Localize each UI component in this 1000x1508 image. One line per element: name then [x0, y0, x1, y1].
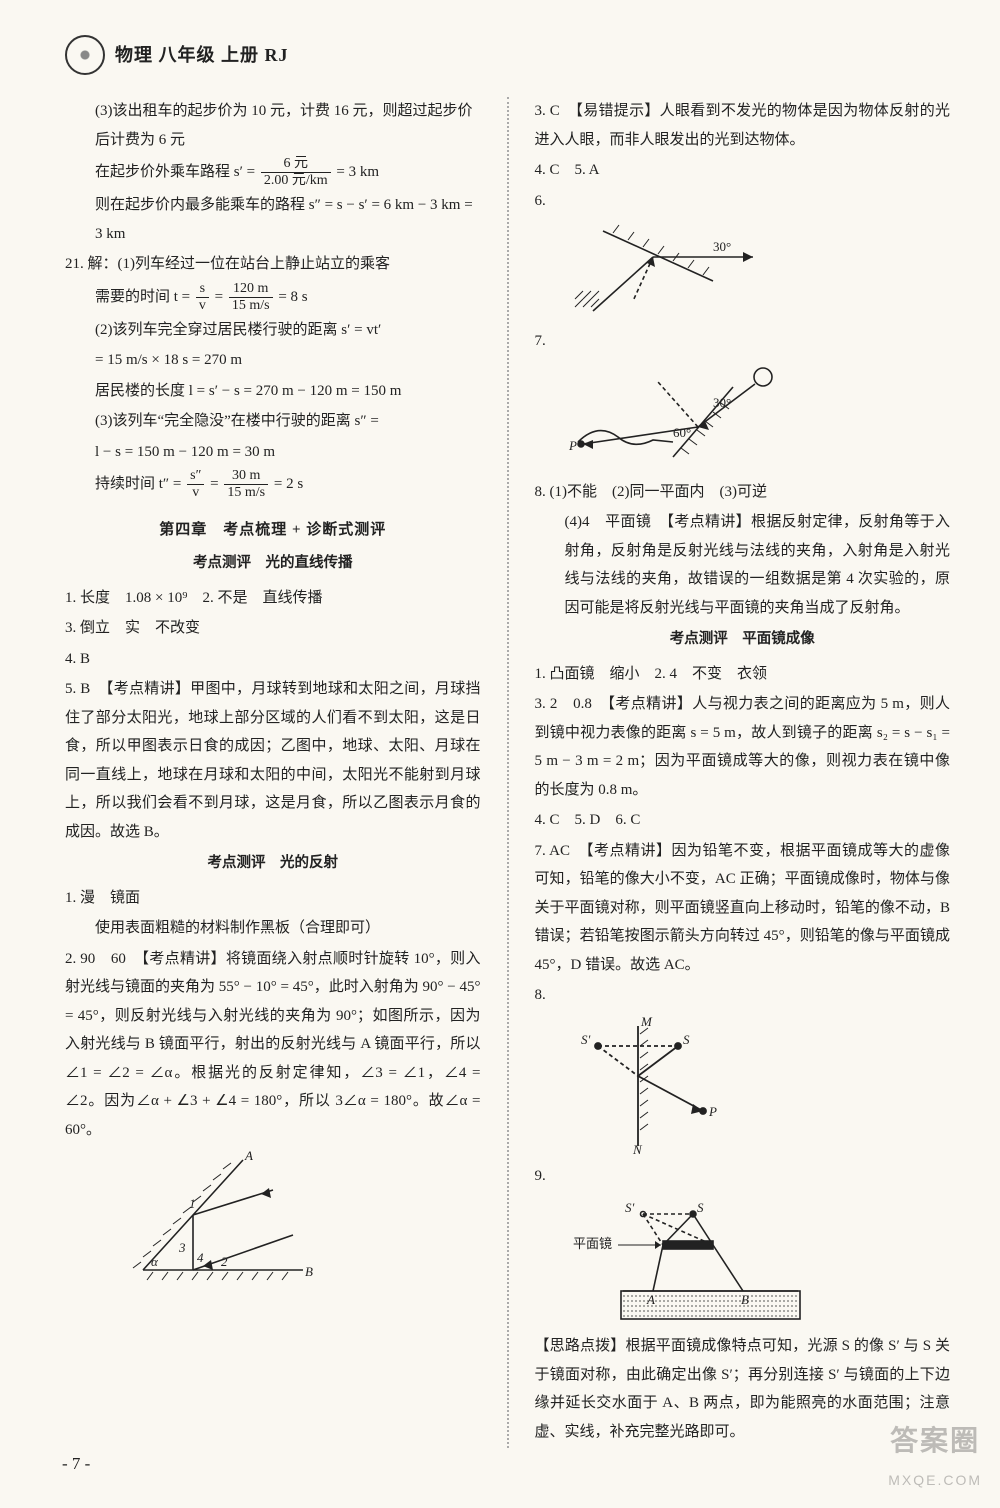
txt: = 8 s — [278, 289, 307, 305]
watermark: 答案圈 MXQE.COM — [888, 1414, 982, 1494]
figure-mirrors-AB: A B 1 3 4 2 α — [93, 1150, 481, 1290]
r-q8b: (4)4 平面镜 【考点精讲】根据反射定律，反射角等于入射角，反射角是反射光线与… — [535, 508, 951, 622]
label-B: B — [305, 1264, 313, 1279]
frac-bot: 15 m/s — [224, 485, 268, 501]
angle-30: 30° — [713, 239, 731, 254]
label-S: S — [697, 1200, 704, 1215]
frac-top: 30 m — [224, 468, 268, 485]
watermark-en: MXQE.COM — [888, 1467, 982, 1494]
label-mirror: 平面镜 — [573, 1236, 612, 1251]
figure-9: S S′ A B 平面镜 — [563, 1196, 951, 1326]
diagram-icon: 30° — [563, 221, 763, 321]
fraction: 30 m 15 m/s — [224, 468, 268, 501]
txt: = 3 km — [336, 164, 379, 180]
diagram-icon: S S′ A B 平面镜 — [563, 1196, 813, 1326]
fraction: 6 元 2.00 元/km — [261, 156, 331, 189]
frac-top: s″ — [187, 468, 204, 485]
label-Sp: S′ — [581, 1032, 591, 1047]
page-number: - 7 - — [62, 1448, 90, 1480]
chapter4-sub2: 考点测评 光的反射 — [65, 850, 481, 878]
txt: 在起步价外乘车路程 s′ = — [95, 164, 259, 180]
label-A: A — [244, 1150, 253, 1163]
r-m9: 9. — [535, 1162, 951, 1191]
frac-top: 120 m — [229, 281, 273, 298]
p21-3c: 持续时间 t″ = s″ v = 30 m 15 m/s = 2 s — [65, 468, 481, 501]
l-r1a: 1. 漫 镜面 — [65, 884, 481, 913]
frac-bot: v — [196, 298, 209, 314]
txt: 需要的时间 t = — [95, 289, 194, 305]
figure-8: M N S S′ P — [563, 1016, 951, 1156]
r-q45: 4. C 5. A — [535, 156, 951, 185]
txt: = 2 s — [274, 476, 303, 492]
r-q7: 7. — [535, 327, 951, 356]
p20-3b: 在起步价外乘车路程 s′ = 6 元 2.00 元/km = 3 km — [65, 156, 481, 189]
label-Sp: S′ — [625, 1200, 635, 1215]
l-q5: 5. B 【考点精讲】甲图中，月球转到地球和太阳之间，月球挡住了部分太阳光，地球… — [65, 675, 481, 846]
angle-1: 1 — [189, 1196, 196, 1211]
p20-3c: 则在起步价内最多能乘车的路程 s″ = s − s′ = 6 km − 3 km… — [65, 191, 481, 248]
diagram-icon: A B 1 3 4 2 α — [93, 1150, 313, 1290]
p21-3a: (3)该列车“完全隐没”在楼中行驶的距离 s″ = — [65, 407, 481, 436]
diagram-icon: 30° 60° P — [563, 362, 793, 472]
frac-top: s — [196, 281, 209, 298]
figure-6: 30° — [563, 221, 951, 321]
chapter4-title: 第四章 考点梳理 + 诊断式测评 — [65, 516, 481, 545]
header-title: 物理 八年级 上册 RJ — [115, 38, 289, 72]
label-A: A — [646, 1292, 655, 1307]
r-m1: 1. 凸面镜 缩小 2. 4 不变 衣领 — [535, 660, 951, 689]
p21-2c: 居民楼的长度 l = s′ − s = 270 m − 120 m = 150 … — [65, 377, 481, 406]
chapter4-sub1: 考点测评 光的直线传播 — [65, 550, 481, 578]
l-r1b: 使用表面粗糙的材料制作黑板（合理即可） — [65, 914, 481, 943]
angle-alpha: α — [151, 1254, 159, 1269]
sub3: 考点测评 平面镜成像 — [535, 626, 951, 654]
figure-7: 30° 60° P — [563, 362, 951, 472]
r-q8a: 8. (1)不能 (2)同一平面内 (3)可逆 — [535, 478, 951, 507]
p21-2b: = 15 m/s × 18 s = 270 m — [65, 346, 481, 375]
l-q1: 1. 长度 1.08 × 10⁹ 2. 不是 直线传播 — [65, 584, 481, 613]
right-column: 3. C 【易错提示】人眼看到不发光的物体是因为物体反射的光进入人眼，而非人眼发… — [535, 97, 951, 1448]
r-q3: 3. C 【易错提示】人眼看到不发光的物体是因为物体反射的光进入人眼，而非人眼发… — [535, 97, 951, 154]
l-r2: 2. 90 60 【考点精讲】将镜面绕入射点顺时针旋转 10°，则入射光线与镜面… — [65, 945, 481, 1145]
r-m3: 3. 2 0.8 【考点精讲】人与视力表之间的距离应为 5 m，则人到镜中视力表… — [535, 690, 951, 804]
p21-1b: 需要的时间 t = s v = 120 m 15 m/s = 8 s — [65, 281, 481, 314]
frac-bot: v — [187, 485, 204, 501]
txt: = — [210, 476, 222, 492]
angle-60: 60° — [673, 425, 691, 440]
angle-3: 3 — [178, 1240, 186, 1255]
p21-3b: l − s = 150 m − 120 m = 30 m — [65, 438, 481, 467]
label-M: M — [640, 1016, 653, 1029]
logo-icon — [65, 35, 105, 75]
page: 物理 八年级 上册 RJ (3)该出租车的起步价为 10 元，计费 16 元，则… — [0, 0, 1000, 1508]
frac-bot: 15 m/s — [229, 298, 273, 314]
label-P: P — [568, 438, 577, 453]
label-S: S — [683, 1032, 690, 1047]
frac-top: 6 元 — [261, 156, 331, 173]
r-m7: 7. AC 【考点精讲】因为铅笔不变，根据平面镜成等大的虚像可知，铅笔的像大小不… — [535, 837, 951, 980]
page-header: 物理 八年级 上册 RJ — [65, 35, 950, 75]
p21-2a: (2)该列车完全穿过居民楼行驶的距离 s′ = vt′ — [65, 316, 481, 345]
fraction: s″ v — [187, 468, 204, 501]
r-m456: 4. C 5. D 6. C — [535, 806, 951, 835]
angle-4: 4 — [197, 1250, 204, 1265]
r-q6: 6. — [535, 187, 951, 216]
fraction: 120 m 15 m/s — [229, 281, 273, 314]
angle-30: 30° — [713, 395, 731, 410]
left-column: (3)该出租车的起步价为 10 元，计费 16 元，则超过起步价后计费为 6 元… — [65, 97, 481, 1448]
label-N: N — [632, 1142, 643, 1156]
label-B: B — [741, 1292, 749, 1307]
diagram-icon: M N S S′ P — [563, 1016, 733, 1156]
column-divider — [507, 97, 509, 1448]
angle-2: 2 — [221, 1254, 228, 1269]
p20-3a: (3)该出租车的起步价为 10 元，计费 16 元，则超过起步价后计费为 6 元 — [65, 97, 481, 154]
p21-lead: 21. 解：(1)列车经过一位在站台上静止站立的乘客 — [65, 250, 481, 279]
frac-bot: 2.00 元/km — [261, 173, 331, 189]
label-P: P — [708, 1104, 717, 1119]
fraction: s v — [196, 281, 209, 314]
l-q3: 3. 倒立 实 不改变 — [65, 614, 481, 643]
txt: = — [215, 289, 227, 305]
r-m8: 8. — [535, 981, 951, 1010]
l-q4: 4. B — [65, 645, 481, 674]
columns: (3)该出租车的起步价为 10 元，计费 16 元，则超过起步价后计费为 6 元… — [65, 97, 950, 1448]
txt: 持续时间 t″ = — [95, 476, 185, 492]
